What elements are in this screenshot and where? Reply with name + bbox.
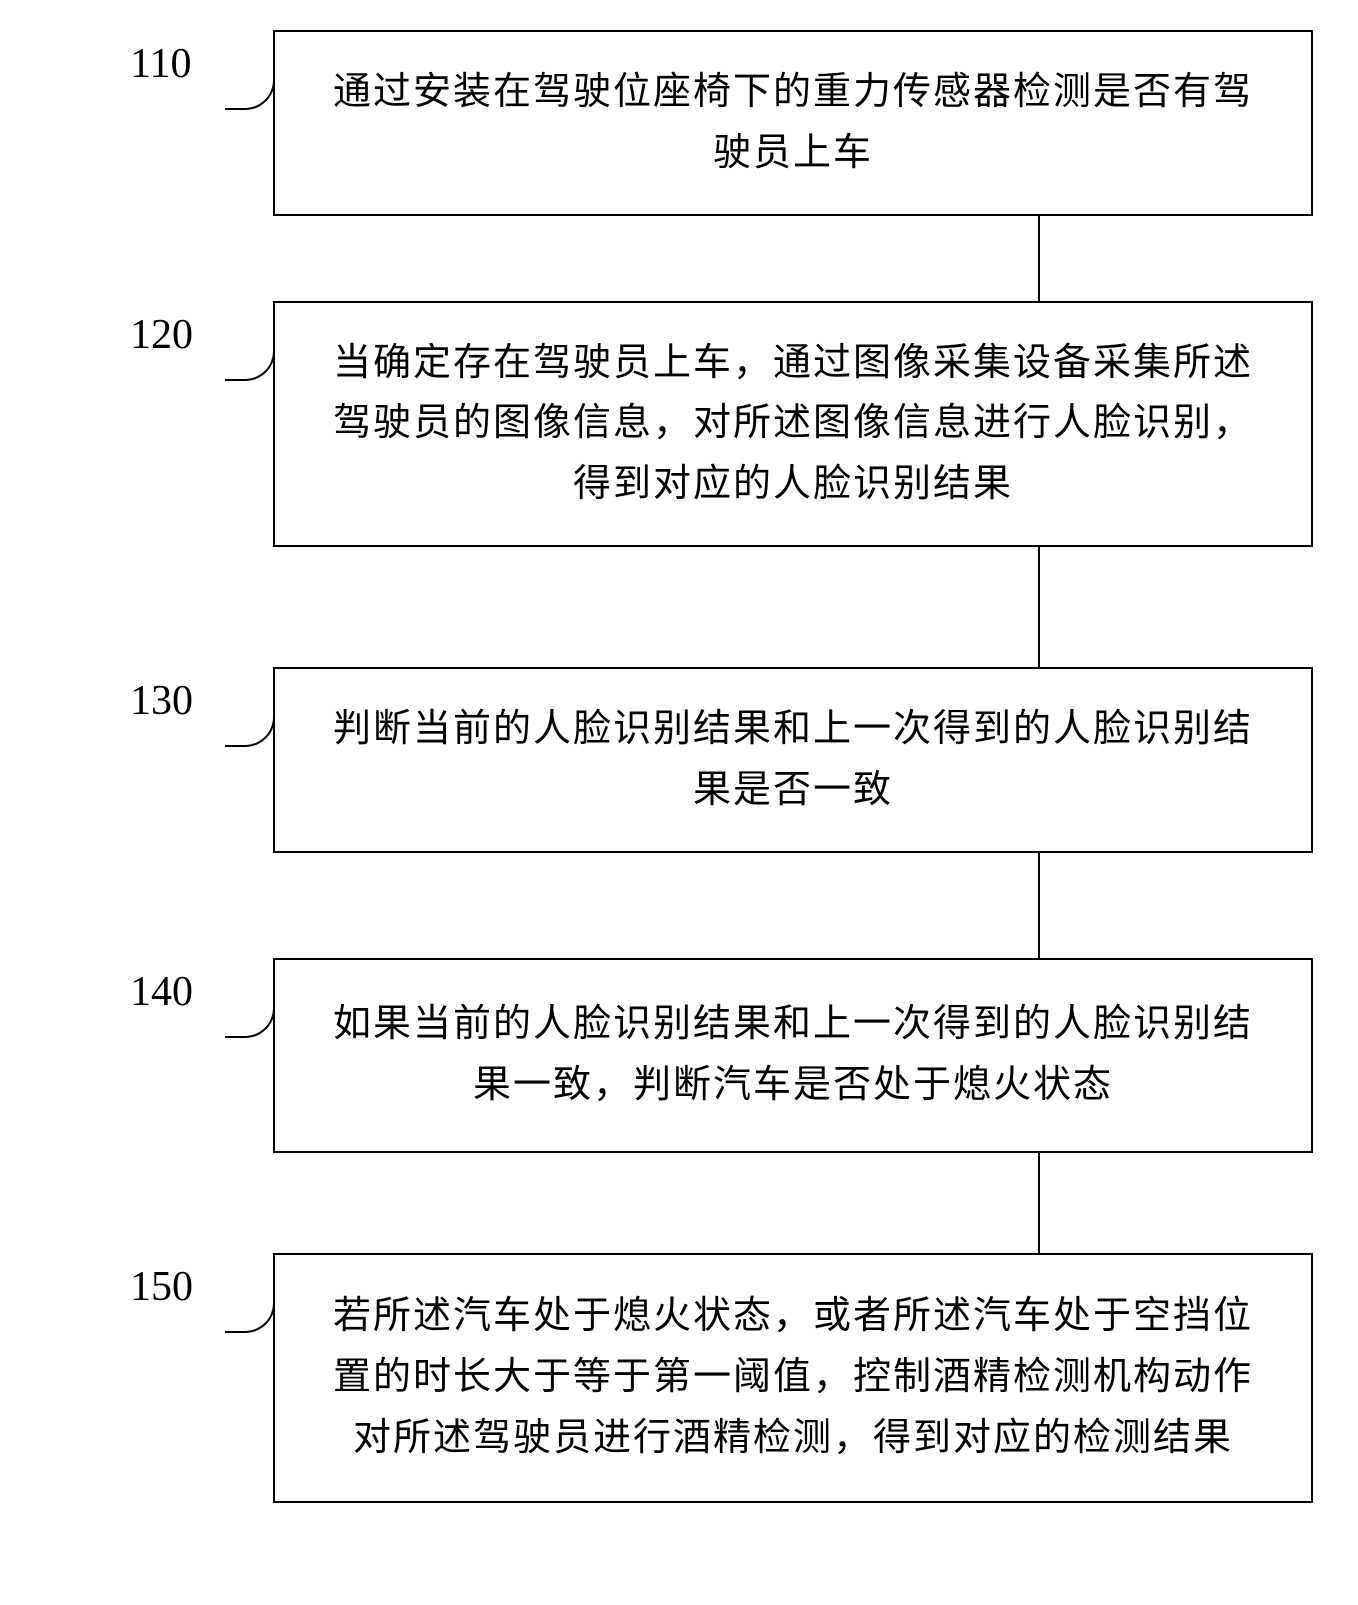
step-130-box: 判断当前的人脸识别结果和上一次得到的人脸识别结果是否一致 <box>273 667 1313 853</box>
step-120-text: 当确定存在驾驶员上车，通过图像采集设备采集所述驾驶员的图像信息，对所述图像信息进… <box>315 333 1271 515</box>
step-140-box: 如果当前的人脸识别结果和上一次得到的人脸识别结果一致，判断汽车是否处于熄火状态 <box>273 958 1313 1153</box>
step-150-box: 若所述汽车处于熄火状态，或者所述汽车处于空挡位置的时长大于等于第一阈值，控制酒精… <box>273 1253 1313 1503</box>
step-140-container: 140 如果当前的人脸识别结果和上一次得到的人脸识别结果一致，判断汽车是否处于熄… <box>130 958 1328 1153</box>
step-120-box: 当确定存在驾驶员上车，通过图像采集设备采集所述驾驶员的图像信息，对所述图像信息进… <box>273 301 1313 547</box>
step-120-container: 120 当确定存在驾驶员上车，通过图像采集设备采集所述驾驶员的图像信息，对所述图… <box>130 301 1328 547</box>
step-110-container: 110 通过安装在驾驶位座椅下的重力传感器检测是否有驾驶员上车 <box>130 30 1328 216</box>
step-150-container: 150 若所述汽车处于熄火状态，或者所述汽车处于空挡位置的时长大于等于第一阈值，… <box>130 1253 1328 1503</box>
step-110-box: 通过安装在驾驶位座椅下的重力传感器检测是否有驾驶员上车 <box>273 30 1313 216</box>
step-130-label: 130 <box>130 677 220 725</box>
flowchart-container: 110 通过安装在驾驶位座椅下的重力传感器检测是否有驾驶员上车 120 当确定存… <box>30 30 1328 1503</box>
label-connector-110 <box>225 60 275 110</box>
connector-130-140 <box>1038 853 1040 958</box>
step-140-text: 如果当前的人脸识别结果和上一次得到的人脸识别结果一致，判断汽车是否处于熄火状态 <box>315 994 1271 1116</box>
step-130-container: 130 判断当前的人脸识别结果和上一次得到的人脸识别结果是否一致 <box>130 667 1328 853</box>
step-140-label: 140 <box>130 968 220 1016</box>
step-110-label: 110 <box>130 40 220 88</box>
label-connector-120 <box>225 331 275 381</box>
connector-110-120 <box>1038 216 1040 301</box>
connector-120-130 <box>1038 547 1040 667</box>
step-130-text: 判断当前的人脸识别结果和上一次得到的人脸识别结果是否一致 <box>315 699 1271 821</box>
label-connector-140 <box>225 988 275 1038</box>
step-150-text: 若所述汽车处于熄火状态，或者所述汽车处于空挡位置的时长大于等于第一阈值，控制酒精… <box>315 1286 1271 1468</box>
label-connector-150 <box>225 1283 275 1333</box>
label-connector-130 <box>225 697 275 747</box>
step-110-text: 通过安装在驾驶位座椅下的重力传感器检测是否有驾驶员上车 <box>315 62 1271 184</box>
connector-140-150 <box>1038 1153 1040 1253</box>
step-150-label: 150 <box>130 1263 220 1311</box>
step-120-label: 120 <box>130 311 220 359</box>
